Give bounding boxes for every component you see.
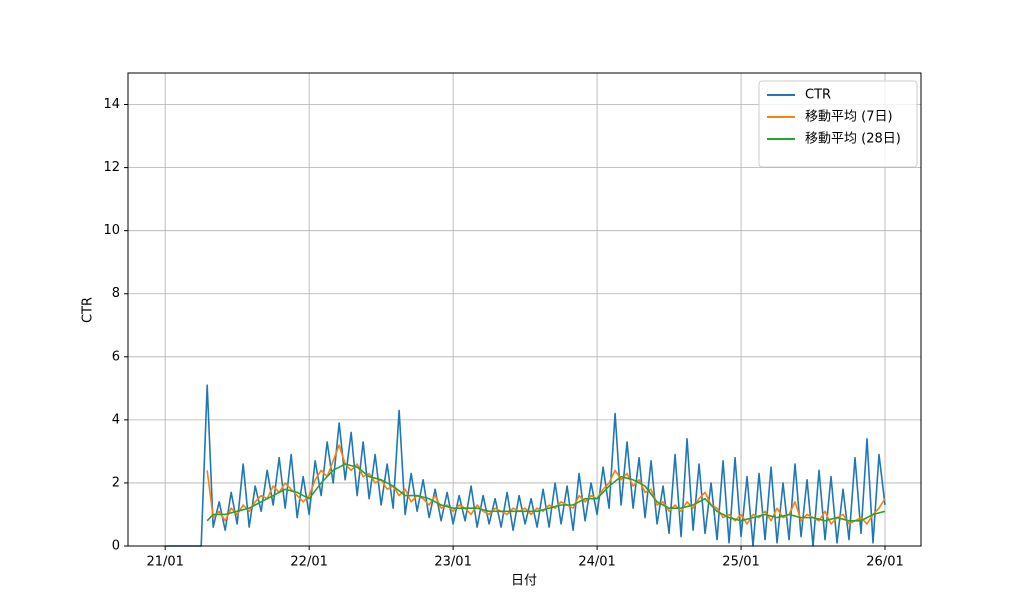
x-tick-label: 26/01	[866, 555, 903, 570]
y-tick-label: 12	[103, 160, 120, 175]
legend-label: CTR	[805, 88, 831, 103]
data-line	[206, 463, 886, 522]
y-axis-label: CTR	[81, 297, 96, 323]
legend-box	[758, 80, 918, 168]
x-tick-label: 23/01	[434, 555, 471, 570]
y-tick-label: 6	[112, 349, 120, 364]
y-tick-label: 4	[112, 412, 120, 427]
y-tick-label: 2	[112, 475, 120, 490]
data-line	[165, 384, 886, 547]
y-tick-label: 0	[112, 539, 120, 554]
plot-frame	[127, 72, 922, 547]
x-tick-label: 25/01	[722, 555, 759, 570]
legend-label: 移動平均 (7日)	[805, 110, 893, 125]
x-tick-label: 24/01	[578, 555, 615, 570]
y-tick-label: 10	[103, 223, 120, 238]
x-tick-label: 22/01	[290, 555, 327, 570]
y-tick-label: 8	[112, 286, 120, 301]
x-axis-label: 日付	[511, 574, 537, 589]
legend-label: 移動平均 (28日)	[805, 132, 901, 147]
y-tick-label: 14	[103, 97, 120, 112]
x-tick-label: 21/01	[146, 555, 183, 570]
legend: CTR 移動平均 (7日) 移動平均 (28日)	[758, 80, 918, 168]
